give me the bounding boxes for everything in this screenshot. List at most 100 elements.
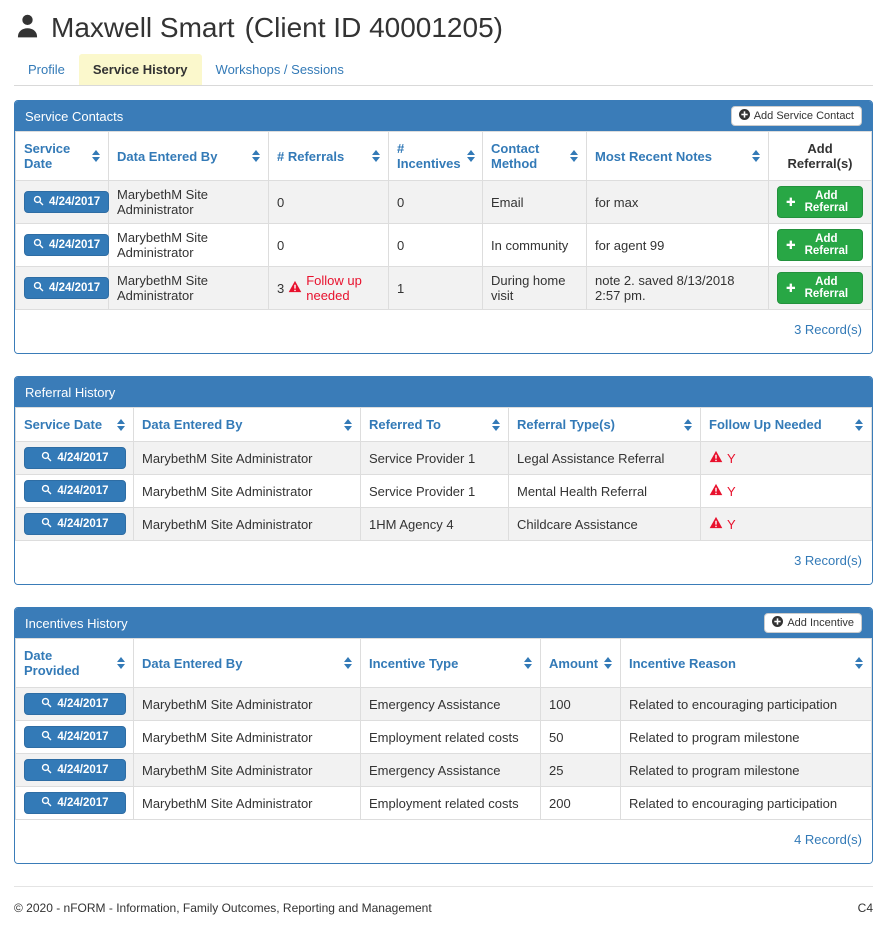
search-icon — [41, 451, 52, 465]
client-name: Maxwell Smart — [51, 12, 235, 43]
view-referral-button[interactable]: 4/24/2017 — [24, 480, 126, 502]
sort-icon — [684, 418, 692, 431]
entered-by-cell: MarybethM Site Administrator — [133, 753, 361, 787]
referral-history-table: Service Date Data Entered By Referred To… — [15, 407, 872, 541]
entered-by-cell: MarybethM Site Administrator — [108, 180, 269, 224]
contact-method-cell: In community — [482, 223, 587, 267]
table-row: 4/24/2017 MarybethM Site Administrator 3… — [15, 266, 872, 310]
col-referrals[interactable]: # Referrals — [268, 131, 389, 181]
col-referral-types[interactable]: Referral Type(s) — [508, 407, 701, 442]
view-referral-button[interactable]: 4/24/2017 — [24, 513, 126, 535]
col-date-provided[interactable]: Date Provided — [15, 638, 134, 688]
referred-to-cell: Service Provider 1 — [360, 441, 509, 475]
view-referral-button[interactable]: 4/24/2017 — [24, 447, 126, 469]
incentives-history-panel: Incentives History Add Incentive Date Pr… — [14, 607, 873, 864]
search-icon — [41, 697, 52, 711]
version-code: C4 — [857, 901, 873, 915]
contact-method-cell: Email — [482, 180, 587, 224]
referrals-cell: 3 Follow up needed — [268, 266, 389, 310]
add-service-contact-button[interactable]: Add Service Contact — [730, 106, 862, 126]
sort-icon — [344, 657, 352, 669]
notes-cell: for agent 99 — [586, 223, 769, 267]
warning-icon — [709, 516, 723, 532]
entered-by-cell: MarybethM Site Administrator — [108, 223, 269, 267]
entered-by-cell: MarybethM Site Administrator — [133, 786, 361, 820]
add-referral-button[interactable]: ✚ Add Referral — [777, 272, 863, 304]
col-amount[interactable]: Amount — [540, 638, 621, 688]
col-service-date[interactable]: Service Date — [15, 407, 134, 442]
page-footer: © 2020 - nFORM - Information, Family Out… — [14, 901, 873, 933]
search-icon — [33, 195, 44, 209]
record-count: 3 Record(s) — [15, 541, 872, 584]
record-count: 3 Record(s) — [15, 310, 872, 353]
col-incentive-reason[interactable]: Incentive Reason — [620, 638, 872, 688]
view-service-contact-button[interactable]: 4/24/2017 — [24, 277, 110, 299]
entered-by-cell: MarybethM Site Administrator — [133, 441, 361, 475]
service-contacts-heading: Service Contacts Add Service Contact — [15, 101, 872, 131]
amount-cell: 100 — [540, 687, 621, 721]
add-referral-button[interactable]: ✚ Add Referral — [777, 186, 863, 218]
view-incentive-button[interactable]: 4/24/2017 — [24, 759, 126, 781]
sort-icon — [492, 418, 500, 431]
entered-by-cell: MarybethM Site Administrator — [133, 687, 361, 721]
add-incentive-button[interactable]: Add Incentive — [764, 613, 862, 633]
col-referred-to[interactable]: Referred To — [360, 407, 509, 442]
tab-profile[interactable]: Profile — [28, 62, 65, 77]
view-incentive-button[interactable]: 4/24/2017 — [24, 693, 126, 715]
sort-icon — [466, 150, 475, 162]
incentive-type-cell: Employment related costs — [360, 720, 541, 754]
col-data-entered-by[interactable]: Data Entered By — [133, 407, 361, 442]
panel-title: Referral History — [25, 384, 116, 400]
referral-type-cell: Childcare Assistance — [508, 507, 701, 541]
tab-service-history[interactable]: Service History — [78, 54, 202, 85]
table-row: 4/24/2017 MarybethM Site Administrator E… — [15, 753, 872, 787]
sort-icon — [252, 150, 260, 162]
panel-title: Service Contacts — [25, 108, 124, 124]
col-data-entered-by[interactable]: Data Entered By — [133, 638, 361, 688]
tab-workshops-sessions[interactable]: Workshops / Sessions — [215, 62, 344, 77]
view-service-contact-button[interactable]: 4/24/2017 — [24, 191, 110, 213]
record-count: 4 Record(s) — [15, 820, 872, 863]
col-contact-method[interactable]: Contact Method — [482, 131, 587, 181]
entered-by-cell: MarybethM Site Administrator — [108, 266, 269, 310]
view-incentive-button[interactable]: 4/24/2017 — [24, 726, 126, 748]
col-most-recent-notes[interactable]: Most Recent Notes — [586, 131, 769, 181]
sort-icon — [855, 418, 863, 431]
incentive-type-cell: Employment related costs — [360, 786, 541, 820]
entered-by-cell: MarybethM Site Administrator — [133, 507, 361, 541]
search-icon — [41, 730, 52, 744]
table-row: 4/24/2017 MarybethM Site Administrator E… — [15, 720, 872, 754]
search-icon — [41, 517, 52, 531]
plus-icon: ✚ — [786, 240, 796, 252]
notes-cell: for max — [586, 180, 769, 224]
referred-to-cell: Service Provider 1 — [360, 474, 509, 508]
table-row: 4/24/2017 MarybethM Site Administrator S… — [15, 441, 872, 475]
footer-divider — [14, 886, 873, 887]
add-referral-button[interactable]: ✚ Add Referral — [777, 229, 863, 261]
referral-history-panel: Referral History Service Date Data Enter… — [14, 376, 873, 585]
user-icon — [14, 12, 41, 44]
referral-type-cell: Legal Assistance Referral — [508, 441, 701, 475]
incentive-reason-cell: Related to program milestone — [620, 720, 872, 754]
col-incentive-type[interactable]: Incentive Type — [360, 638, 541, 688]
incentive-reason-cell: Related to encouraging participation — [620, 687, 872, 721]
view-incentive-button[interactable]: 4/24/2017 — [24, 792, 126, 814]
entered-by-cell: MarybethM Site Administrator — [133, 474, 361, 508]
table-row: 4/24/2017 MarybethM Site Administrator E… — [15, 786, 872, 820]
sort-icon — [372, 150, 380, 162]
service-contacts-table: Service Date Data Entered By # Referrals… — [15, 131, 872, 310]
referred-to-cell: 1HM Agency 4 — [360, 507, 509, 541]
view-service-contact-button[interactable]: 4/24/2017 — [24, 234, 110, 256]
incentive-type-cell: Emergency Assistance — [360, 687, 541, 721]
amount-cell: 200 — [540, 786, 621, 820]
amount-cell: 25 — [540, 753, 621, 787]
table-row: 4/24/2017 MarybethM Site Administrator E… — [15, 687, 872, 721]
col-data-entered-by[interactable]: Data Entered By — [108, 131, 269, 181]
plus-icon: ✚ — [786, 197, 796, 209]
col-follow-up-needed[interactable]: Follow Up Needed — [700, 407, 872, 442]
circle-plus-icon — [738, 109, 750, 123]
contact-method-cell: During home visit — [482, 266, 587, 310]
col-service-date[interactable]: Service Date — [15, 131, 109, 181]
col-incentives[interactable]: # Incentives — [388, 131, 483, 181]
incentive-reason-cell: Related to encouraging participation — [620, 786, 872, 820]
